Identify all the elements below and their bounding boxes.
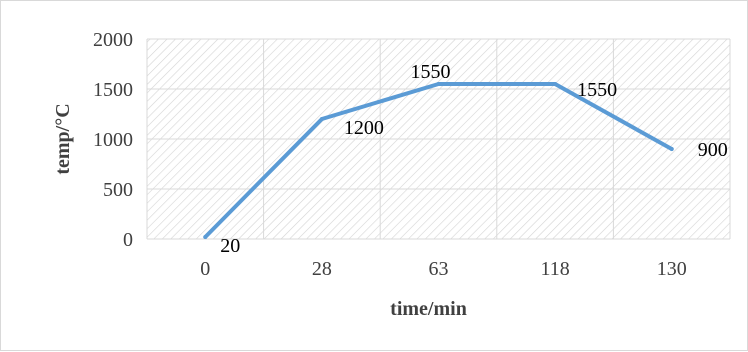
y-tick-label: 500 xyxy=(103,179,133,201)
data-label: 1200 xyxy=(344,117,384,139)
x-tick-label: 63 xyxy=(429,258,449,280)
data-label: 900 xyxy=(698,139,728,161)
x-tick-label: 118 xyxy=(540,258,569,280)
data-label: 20 xyxy=(220,235,240,257)
data-point xyxy=(669,147,674,151)
x-axis-ticks: 0 28 63 118 130 xyxy=(200,258,686,280)
data-label: 1550 xyxy=(577,79,617,101)
y-tick-label: 1000 xyxy=(93,129,133,151)
data-labels: 20 1200 1550 1550 900 xyxy=(220,61,727,257)
y-tick-label: 1500 xyxy=(93,79,133,101)
y-axis-ticks: 0 500 1000 1500 2000 xyxy=(93,29,133,251)
y-tick-label: 2000 xyxy=(93,29,133,51)
data-label: 1550 xyxy=(411,61,451,83)
y-axis-title: temp/°C xyxy=(52,103,74,174)
y-tick-label: 0 xyxy=(123,229,133,251)
data-point xyxy=(203,235,208,239)
data-point xyxy=(553,82,558,86)
x-tick-label: 0 xyxy=(200,258,210,280)
data-point xyxy=(319,117,324,121)
x-tick-label: 130 xyxy=(657,258,687,280)
data-point xyxy=(436,82,441,86)
x-axis-title: time/min xyxy=(390,298,467,320)
gridlines xyxy=(146,38,731,240)
series-layer xyxy=(203,82,674,239)
x-tick-label: 28 xyxy=(312,258,332,280)
